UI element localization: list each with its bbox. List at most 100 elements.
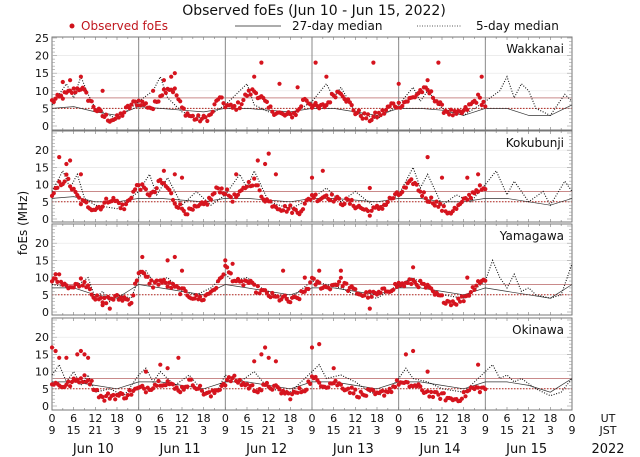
observed-point	[241, 97, 246, 103]
observed-point	[100, 88, 105, 93]
observed-point	[425, 369, 430, 374]
observed-point	[104, 112, 109, 117]
observed-point	[382, 111, 387, 116]
x-tick-label-ut: 6	[504, 412, 511, 425]
observed-point	[123, 396, 129, 401]
observed-point	[382, 393, 387, 398]
observed-point	[411, 265, 416, 270]
observed-point	[420, 193, 425, 199]
observed-point	[134, 278, 139, 283]
observed-point	[100, 394, 105, 400]
observed-point	[286, 206, 291, 211]
observed-point	[109, 199, 114, 204]
observed-point	[241, 283, 246, 288]
observed-point	[125, 297, 130, 302]
y-tick-label: 5	[42, 196, 49, 209]
observed-point	[429, 389, 434, 395]
observed-point	[439, 293, 445, 298]
observed-point	[216, 186, 221, 191]
observed-point	[169, 74, 174, 79]
observed-point	[91, 104, 96, 109]
observed-point	[252, 359, 257, 364]
observed-point	[300, 207, 306, 212]
observed-point	[82, 279, 87, 285]
observed-point	[409, 177, 414, 182]
x-tick-label-ut: 0	[309, 412, 316, 425]
observed-point	[174, 385, 179, 390]
x-tick-label-ut: 0	[569, 412, 576, 425]
x-tick-label-jst: 15	[327, 424, 341, 437]
observed-point	[78, 202, 83, 207]
observed-point	[450, 113, 455, 118]
observed-point	[259, 388, 264, 393]
observed-point	[125, 393, 130, 398]
observed-point	[367, 289, 372, 294]
observed-point	[288, 203, 293, 208]
observed-point	[364, 290, 369, 295]
x-tick-label-ut: 6	[157, 412, 164, 425]
observed-point	[427, 199, 432, 204]
x-tick-label-ut: 12	[348, 412, 362, 425]
observed-point	[367, 213, 372, 218]
observed-point	[75, 352, 80, 357]
observed-point	[143, 369, 148, 374]
observed-point	[255, 183, 260, 188]
observed-point	[259, 60, 264, 65]
observed-point	[77, 284, 82, 289]
station-label: Yamagawa	[499, 229, 564, 243]
observed-point	[266, 355, 271, 360]
y-tick-label: 5	[42, 102, 49, 115]
observed-point	[309, 175, 315, 180]
observed-point	[387, 386, 392, 391]
x-tick-label-ut: 0	[135, 412, 142, 425]
observed-point	[270, 109, 275, 114]
observed-point	[77, 195, 82, 200]
observed-point	[73, 189, 78, 195]
observed-point	[472, 191, 477, 196]
observed-point	[479, 74, 484, 79]
observed-point	[154, 278, 159, 283]
observed-point	[207, 390, 212, 395]
observed-point	[69, 90, 74, 95]
observed-point	[331, 366, 336, 371]
observed-point	[102, 295, 107, 301]
observed-point	[122, 110, 127, 115]
observed-point	[459, 199, 464, 205]
observed-point	[250, 383, 255, 388]
observed-point	[450, 209, 455, 214]
observed-point	[116, 115, 121, 120]
observed-point	[282, 204, 287, 209]
observed-point	[219, 186, 224, 191]
observed-point	[308, 280, 313, 285]
observed-point	[133, 187, 138, 192]
observed-point	[281, 268, 286, 273]
observed-point	[338, 382, 343, 387]
x-tick-label-jst: 21	[435, 424, 449, 437]
observed-point	[308, 381, 313, 386]
observed-point	[147, 281, 152, 286]
observed-point	[405, 99, 410, 104]
observed-point	[447, 112, 452, 117]
x-tick-label-jst: 15	[240, 424, 254, 437]
observed-point	[68, 158, 73, 163]
observed-point	[221, 272, 226, 277]
observed-point	[317, 342, 322, 347]
y-tick-label: 0	[42, 213, 49, 226]
observed-point	[474, 100, 479, 105]
y-tick-label: 5	[42, 289, 49, 302]
observed-point	[328, 198, 333, 203]
y-tick-label: 20	[35, 331, 49, 344]
observed-point	[481, 99, 486, 104]
x-tick-label-ut: 18	[197, 412, 211, 425]
observed-point	[64, 382, 69, 387]
observed-points	[49, 342, 488, 404]
observed-point	[454, 206, 459, 211]
observed-point	[228, 102, 233, 107]
observed-point	[107, 306, 112, 311]
observed-point	[66, 379, 71, 384]
observed-point	[326, 385, 331, 390]
observed-point	[411, 348, 416, 354]
observed-point	[371, 60, 376, 65]
observed-point	[253, 91, 259, 96]
x-tick-label-jst: 3	[114, 424, 121, 437]
